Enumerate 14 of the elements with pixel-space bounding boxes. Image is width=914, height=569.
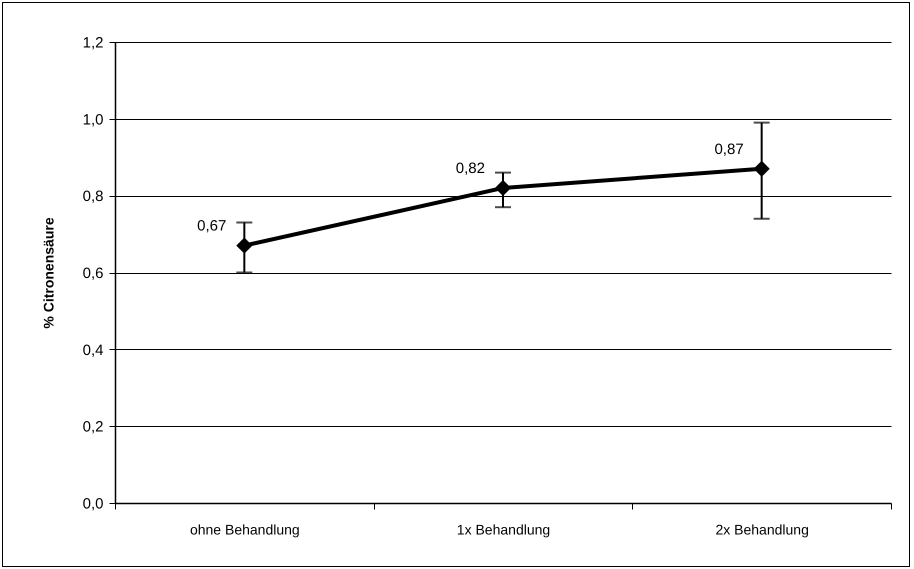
y-tick-label: 1,2 xyxy=(82,34,104,52)
x-tick-label: 2x Behandlung xyxy=(715,522,809,538)
y-tick-label: 0,2 xyxy=(82,418,104,436)
x-tick-label: ohne Behandlung xyxy=(190,522,300,538)
y-tick-label: 0,6 xyxy=(82,265,104,282)
y-tick-label: 0,8 xyxy=(82,188,104,206)
data-label: 0,87 xyxy=(714,140,744,158)
y-axis-title: % Citronensäure xyxy=(40,217,57,329)
x-tick-label: 1x Behandlung xyxy=(456,522,550,538)
y-tick-label: 0,4 xyxy=(82,342,104,359)
data-label: 0,82 xyxy=(456,160,485,177)
y-tick-label: 1,0 xyxy=(82,111,104,128)
data-label: 0,67 xyxy=(197,218,226,235)
y-tick-label: 0,0 xyxy=(82,496,104,512)
